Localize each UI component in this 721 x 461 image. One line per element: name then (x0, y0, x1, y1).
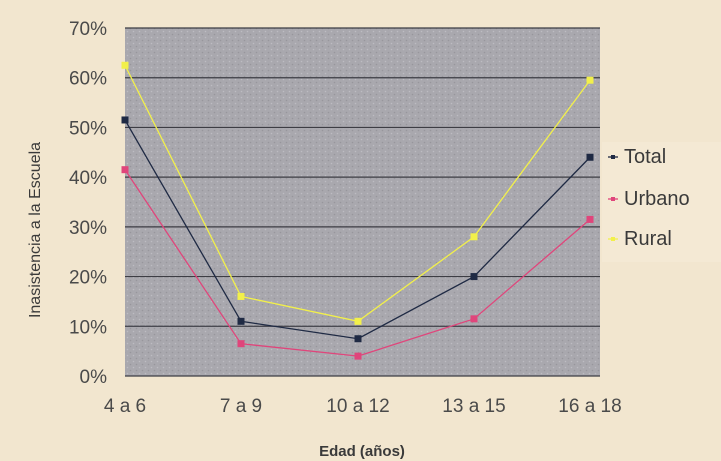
y-tick-label: 70% (69, 19, 107, 40)
data-point-total (586, 153, 594, 161)
x-tick-label: 7 a 9 (220, 396, 262, 417)
x-axis-title: Edad (años) (319, 443, 405, 460)
plot-area (125, 28, 600, 376)
y-axis-title: Inasistencia a la Escuela (27, 142, 44, 318)
data-point-rural (586, 76, 594, 84)
data-point-total (354, 335, 362, 343)
series-group (121, 61, 594, 360)
x-tick-label: 4 a 6 (104, 396, 146, 417)
data-point-total (237, 317, 245, 325)
data-point-rural (237, 292, 245, 300)
x-tick-label: 16 a 18 (558, 396, 621, 417)
data-point-total (470, 273, 478, 281)
legend-box (602, 142, 721, 262)
x-tick-label: 13 a 15 (442, 396, 505, 417)
data-point-rural (470, 233, 478, 241)
data-point-total (121, 116, 129, 124)
data-point-urbano (121, 166, 129, 174)
data-point-rural (121, 61, 129, 69)
data-point-urbano (237, 340, 245, 348)
legend-label-total: Total (624, 146, 666, 168)
x-axis-ticks: 4 a 6 7 a 9 10 a 12 13 a 15 16 a 18 (104, 396, 622, 417)
legend-swatch-marker (611, 155, 615, 159)
y-tick-label: 30% (69, 218, 107, 239)
legend-label-urbano: Urbano (624, 188, 690, 210)
data-point-urbano (470, 315, 478, 323)
data-point-urbano (586, 215, 594, 223)
y-tick-label: 40% (69, 168, 107, 189)
y-tick-label: 50% (69, 118, 107, 139)
x-tick-label: 10 a 12 (326, 396, 389, 417)
data-point-rural (354, 317, 362, 325)
legend-swatch-marker (611, 237, 615, 241)
y-tick-label: 20% (69, 268, 107, 289)
y-tick-label: 60% (69, 69, 107, 90)
legend: Total Urbano Rural (602, 142, 721, 262)
legend-label-rural: Rural (624, 228, 672, 250)
data-point-urbano (354, 352, 362, 360)
legend-swatch-marker (611, 197, 615, 201)
gridlines (125, 27, 600, 377)
y-tick-label: 0% (80, 367, 108, 388)
y-axis-ticks: 0% 10% 20% 30% 40% 50% 60% 70% (69, 19, 107, 388)
y-tick-label: 10% (69, 317, 107, 338)
